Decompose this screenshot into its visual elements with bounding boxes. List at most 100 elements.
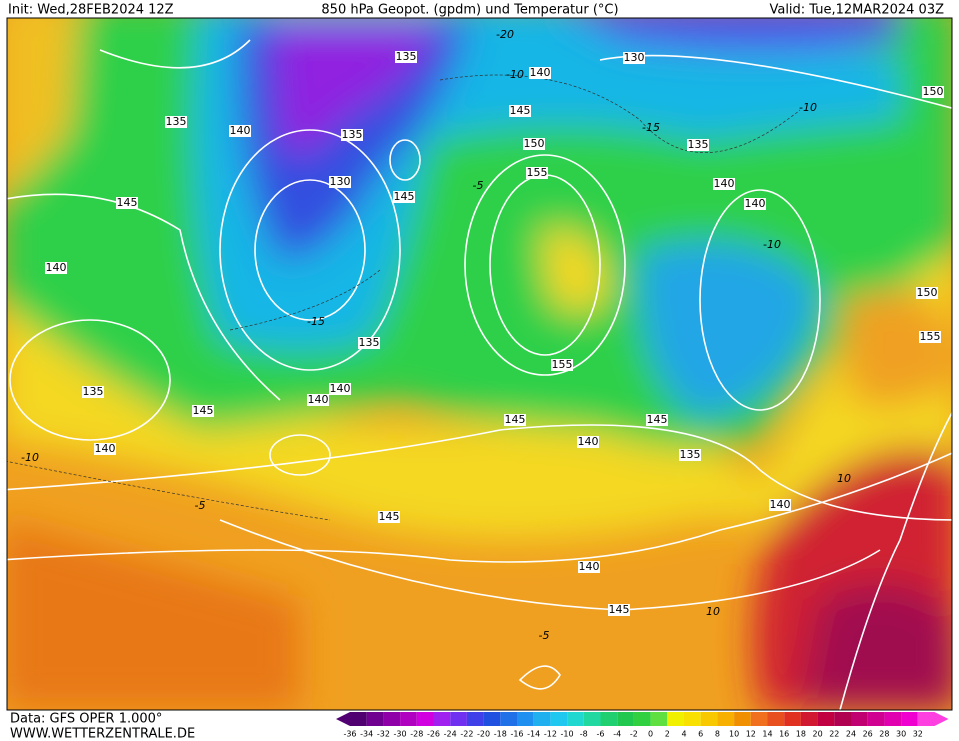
geopotential-label: 135 bbox=[359, 336, 380, 349]
scale-label: 22 bbox=[829, 730, 839, 739]
scale-box bbox=[851, 712, 868, 726]
scale-box bbox=[366, 712, 384, 726]
init-time: Init: Wed,28FEB2024 12Z bbox=[8, 3, 174, 18]
label-bg bbox=[578, 561, 600, 573]
geopotential-label: 145 bbox=[394, 190, 415, 203]
scale-label: -24 bbox=[444, 730, 457, 739]
scale-box bbox=[834, 712, 851, 726]
geopotential-label: 135 bbox=[166, 115, 187, 128]
scale-label: 0 bbox=[648, 730, 653, 739]
scale-label: 6 bbox=[698, 730, 703, 739]
temperature-label: 10 bbox=[837, 472, 851, 485]
geopotential-label: 140 bbox=[579, 560, 600, 573]
scale-box bbox=[433, 712, 451, 726]
geopotential-label: 135 bbox=[83, 385, 104, 398]
scale-box bbox=[717, 712, 735, 726]
scale-box bbox=[817, 712, 835, 726]
scale-box bbox=[884, 712, 902, 726]
label-bg bbox=[623, 52, 645, 64]
label-bg bbox=[687, 139, 709, 151]
label-bg bbox=[523, 138, 545, 150]
label-bg bbox=[551, 359, 573, 371]
label-bg bbox=[504, 414, 526, 426]
temperature-label: 10 bbox=[706, 605, 720, 618]
scale-label: -14 bbox=[527, 730, 540, 739]
scale-label: -4 bbox=[613, 730, 621, 739]
scale-box bbox=[734, 712, 751, 726]
label-bg bbox=[94, 443, 116, 455]
label-bg bbox=[341, 129, 363, 141]
geopotential-label: 140 bbox=[578, 435, 599, 448]
scale-label: -2 bbox=[630, 730, 638, 739]
geopotential-label: 155 bbox=[527, 166, 548, 179]
label-bg bbox=[358, 337, 380, 349]
color-scale: -36 -34 -32 -30 -28 -26 -24 -22 -20 -18 -16 -14 -12-… bbox=[336, 712, 949, 739]
website: WWW.WETTERZENTRALE.DE bbox=[10, 727, 195, 741]
label-bg bbox=[916, 287, 938, 299]
geopotential-label: 145 bbox=[193, 404, 214, 417]
scale-box bbox=[567, 712, 584, 726]
scale-box bbox=[466, 712, 484, 726]
geopotential-label: 140 bbox=[230, 124, 251, 137]
scale-arrow-left bbox=[336, 712, 350, 726]
scale-label: 20 bbox=[813, 730, 823, 739]
label-bg bbox=[769, 499, 791, 511]
geopotential-label: 140 bbox=[46, 261, 67, 274]
temperature-label: -5 bbox=[195, 499, 206, 512]
scale-label: 2 bbox=[665, 730, 670, 739]
geopotential-label: 135 bbox=[396, 50, 417, 63]
scale-label: 10 bbox=[729, 730, 739, 739]
scale-box bbox=[517, 712, 534, 726]
geopotential-label: 140 bbox=[330, 382, 351, 395]
label-bg bbox=[307, 394, 329, 406]
temperature-label: -20 bbox=[496, 28, 514, 41]
label-bg bbox=[82, 386, 104, 398]
scale-box bbox=[784, 712, 801, 726]
scale-label: -16 bbox=[510, 730, 523, 739]
scale-label: 30 bbox=[896, 730, 906, 739]
geopotential-label: 150 bbox=[524, 137, 545, 150]
geopotential-label: 155 bbox=[552, 358, 573, 371]
geopotential-label: 130 bbox=[330, 175, 351, 188]
temperature-label: -10 bbox=[21, 451, 39, 464]
geopotential-label: 150 bbox=[917, 286, 938, 299]
temperature-label: -15 bbox=[642, 121, 660, 134]
scale-box bbox=[901, 712, 918, 726]
scale-box bbox=[617, 712, 634, 726]
scale-label: -30 bbox=[394, 730, 407, 739]
geopotential-label: 140 bbox=[745, 197, 766, 210]
scale-box bbox=[416, 712, 434, 726]
label-bg bbox=[165, 116, 187, 128]
scale-box bbox=[533, 712, 551, 726]
scale-label: -36 bbox=[343, 730, 356, 739]
label-bg bbox=[45, 262, 67, 274]
scale-box bbox=[700, 712, 718, 726]
scale-label: -26 bbox=[427, 730, 440, 739]
geopotential-label: 145 bbox=[379, 510, 400, 523]
scale-label: -12 bbox=[544, 730, 557, 739]
label-bg bbox=[509, 105, 531, 117]
label-bg bbox=[922, 86, 944, 98]
label-bg bbox=[395, 51, 417, 63]
scale-label: -22 bbox=[460, 730, 473, 739]
scale-label: -18 bbox=[494, 730, 507, 739]
geopotential-label: 135 bbox=[688, 138, 709, 151]
scale-box bbox=[383, 712, 401, 726]
label-bg bbox=[744, 198, 766, 210]
geopotential-label: 145 bbox=[117, 196, 138, 209]
scale-label: 28 bbox=[879, 730, 889, 739]
valid-time: Valid: Tue,12MAR2024 03Z bbox=[769, 3, 944, 18]
geopotential-label: 145 bbox=[510, 104, 531, 117]
scale-box bbox=[867, 712, 885, 726]
scale-label: -34 bbox=[360, 730, 373, 739]
label-bg bbox=[608, 604, 630, 616]
label-bg bbox=[393, 191, 415, 203]
scale-label: -32 bbox=[377, 730, 390, 739]
scale-label: 18 bbox=[796, 730, 806, 739]
label-bg bbox=[919, 331, 941, 343]
scale-box bbox=[350, 712, 367, 726]
scale-box bbox=[633, 712, 651, 726]
geopotential-label: 145 bbox=[647, 413, 668, 426]
temperature-label: -10 bbox=[799, 101, 817, 114]
